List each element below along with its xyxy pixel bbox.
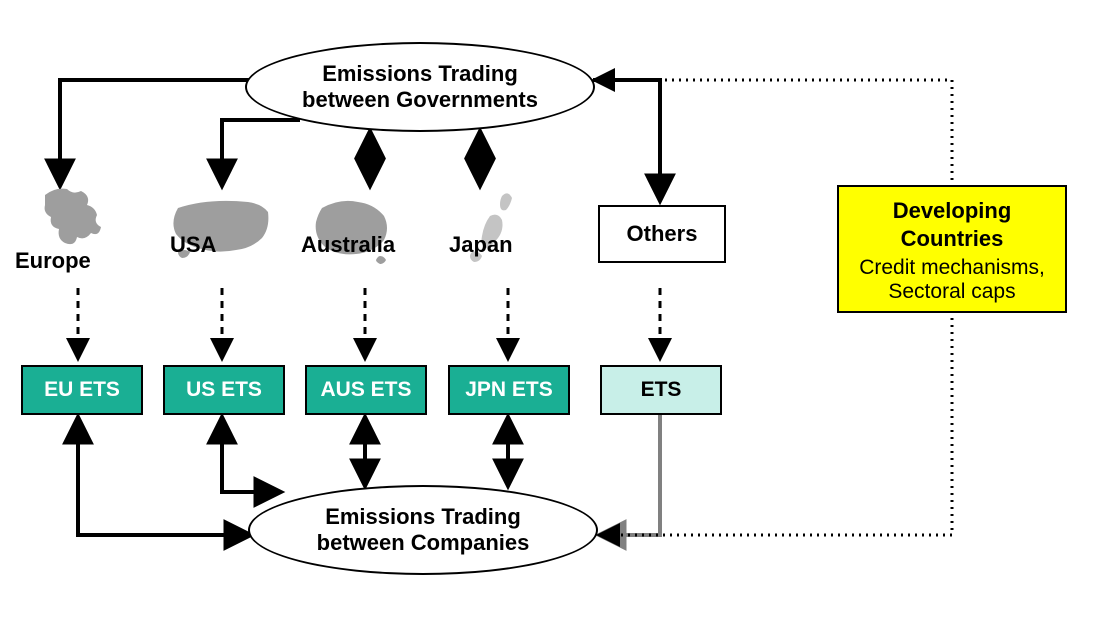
ets-jpn: JPN ETS	[448, 365, 570, 415]
ets-eu-label: EU ETS	[44, 378, 120, 402]
label-japan: Japan	[449, 232, 513, 258]
ellipse-governments: Emissions Trading between Governments	[245, 42, 595, 132]
map-europe-icon	[45, 189, 101, 245]
yellow-line2: Sectoral caps	[847, 280, 1057, 304]
ets-others: ETS	[600, 365, 722, 415]
ets-aus: AUS ETS	[305, 365, 427, 415]
yellow-line1: Credit mechanisms,	[847, 256, 1057, 280]
yellow-title: Developing Countries	[847, 197, 1057, 252]
label-others: Others	[627, 221, 698, 247]
ets-others-label: ETS	[641, 378, 682, 402]
ellipse-bottom-line2: between Companies	[317, 530, 530, 556]
ellipse-top-line1: Emissions Trading	[302, 61, 538, 87]
label-australia: Australia	[301, 232, 395, 258]
ets-us: US ETS	[163, 365, 285, 415]
ets-eu: EU ETS	[21, 365, 143, 415]
ets-jpn-label: JPN ETS	[465, 378, 553, 402]
ellipse-companies: Emissions Trading between Companies	[248, 485, 598, 575]
ellipse-top-line2: between Governments	[302, 87, 538, 113]
label-europe: Europe	[15, 248, 91, 274]
diagram-canvas: { "layout": { "width": 1106, "height": 6…	[0, 0, 1106, 622]
box-others: Others	[598, 205, 726, 263]
ets-us-label: US ETS	[186, 378, 262, 402]
box-developing-countries: Developing Countries Credit mechanisms, …	[837, 185, 1067, 313]
label-usa: USA	[170, 232, 216, 258]
ets-aus-label: AUS ETS	[320, 378, 411, 402]
ellipse-bottom-line1: Emissions Trading	[317, 504, 530, 530]
